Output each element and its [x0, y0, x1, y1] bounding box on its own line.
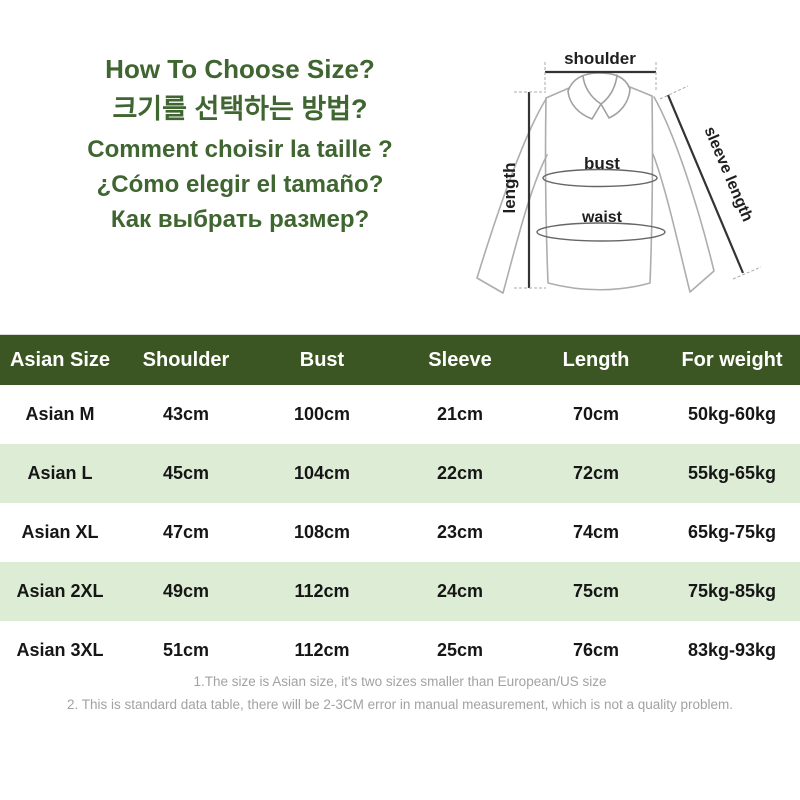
page-title-russian: Как выбрать размер?: [110, 206, 370, 233]
cell-bust: 104cm: [293, 463, 351, 483]
table-row-asian-3xl: Asian 3XL 51cm 112cm 25cm 76cm 83kg-93kg: [0, 621, 800, 680]
cell-sleeve: 24cm: [436, 581, 484, 601]
sleeve-measure-line: [666, 94, 745, 274]
table-header-row: Asian Size Shoulder Bust Sleeve Length F…: [0, 334, 800, 385]
measure-lines: [527, 70, 745, 288]
cell-shoulder: 51cm: [162, 640, 210, 660]
cell-size: Asian 3XL: [16, 640, 104, 660]
cell-length: 74cm: [572, 522, 620, 542]
cell-sleeve: 25cm: [436, 640, 484, 660]
cell-size: Asian L: [27, 463, 93, 483]
table-row-asian-l: Asian L 45cm 104cm 22cm 72cm 55kg-65kg: [0, 444, 800, 503]
cell-bust: 100cm: [293, 404, 351, 424]
length-label: length: [500, 163, 519, 214]
column-header-asian-size: Asian Size: [0, 334, 120, 385]
cell-bust: 108cm: [293, 522, 351, 542]
cell-shoulder: 49cm: [162, 581, 210, 601]
cell-size: Asian 2XL: [16, 581, 104, 601]
sleeve-length-label: sleeve length: [701, 124, 756, 224]
page-title-korean: 크기를 선택하는 방법?: [112, 94, 368, 124]
cell-sleeve: 22cm: [436, 463, 484, 483]
table-row-asian-2xl: Asian 2XL 49cm 112cm 24cm 75cm 75kg-85kg: [0, 562, 800, 621]
cell-sleeve: 21cm: [436, 404, 484, 424]
measure-guide-ticks: [514, 62, 762, 289]
size-table: Asian Size Shoulder Bust Sleeve Length F…: [0, 334, 800, 680]
table-row-asian-xl: Asian XL 47cm 108cm 23cm 74cm 65kg-75kg: [0, 503, 800, 562]
shoulder-label: shoulder: [564, 49, 636, 68]
shirt-measurement-diagram: shoulder length bust waist sleeve length: [476, 49, 762, 294]
cell-weight: 50kg-60kg: [687, 404, 777, 424]
shirt-outline-icon: [476, 86, 715, 294]
footnote-1: 1.The size is Asian size, it's two sizes…: [193, 674, 607, 689]
cell-sleeve: 23cm: [436, 522, 484, 542]
column-header-for-weight: For weight: [664, 334, 800, 385]
footnotes: 1.The size is Asian size, it's two sizes…: [0, 670, 800, 716]
waist-label: waist: [581, 209, 623, 226]
waist-measure-ellipse: [536, 222, 666, 242]
cell-shoulder: 47cm: [162, 522, 210, 542]
cell-length: 76cm: [572, 640, 620, 660]
cell-weight: 75kg-85kg: [687, 581, 777, 601]
cell-size: Asian M: [25, 404, 95, 424]
bust-measure-ellipse: [542, 168, 658, 188]
cell-bust: 112cm: [294, 640, 350, 660]
bust-label: bust: [584, 154, 620, 173]
cell-shoulder: 43cm: [162, 404, 210, 424]
title-block: How To Choose Size? 크기를 선택하는 방법? Comment…: [20, 52, 460, 237]
shirt-collar-icon: [567, 72, 631, 120]
column-header-sleeve: Sleeve: [392, 334, 528, 385]
cell-bust: 112cm: [294, 581, 350, 601]
cell-weight: 55kg-65kg: [687, 463, 777, 483]
cell-weight: 65kg-75kg: [687, 522, 777, 542]
cell-length: 70cm: [572, 404, 620, 424]
page-title-french: Comment choisir la taille ?: [87, 136, 393, 163]
cell-length: 72cm: [572, 463, 620, 483]
table-row-asian-m: Asian M 43cm 100cm 21cm 70cm 50kg-60kg: [0, 385, 800, 444]
cell-size: Asian XL: [21, 522, 99, 542]
column-header-bust: Bust: [252, 334, 392, 385]
column-header-length: Length: [528, 334, 664, 385]
cell-length: 75cm: [572, 581, 620, 601]
page-title-spanish: ¿Cómo elegir el tamaño?: [96, 171, 384, 198]
page-title-english: How To Choose Size?: [105, 54, 375, 84]
cell-shoulder: 45cm: [162, 463, 210, 483]
cell-weight: 83kg-93kg: [687, 640, 777, 660]
footnote-2: 2. This is standard data table, there wi…: [66, 697, 734, 712]
column-header-shoulder: Shoulder: [120, 334, 252, 385]
